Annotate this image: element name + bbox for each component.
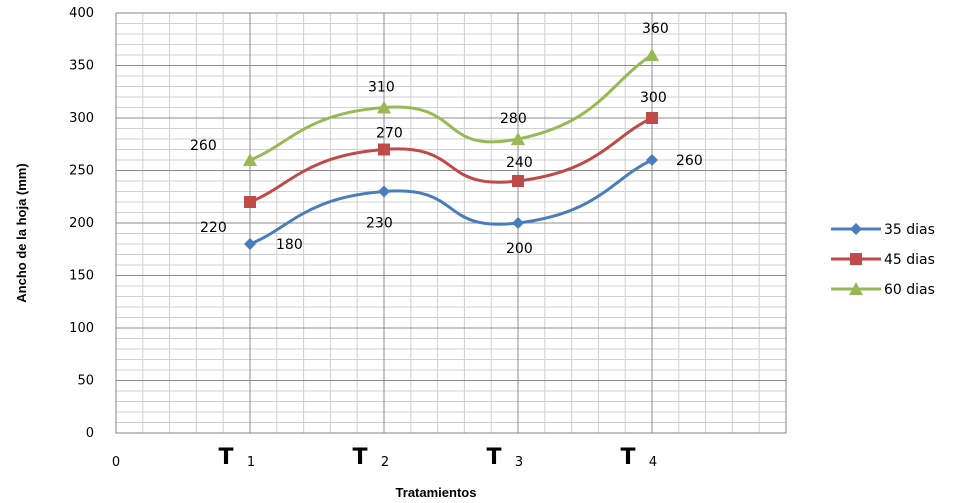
data-label: 180 (276, 237, 303, 253)
series-layer (243, 48, 659, 250)
data-point-marker (645, 48, 659, 61)
legend-label: 60 dias (884, 282, 935, 298)
y-tick-label: 300 (69, 111, 94, 126)
series-line (249, 116, 653, 204)
series-line (249, 158, 653, 246)
data-point-marker (511, 132, 525, 145)
y-axis-title: Ancho de la hoja (mm) (14, 163, 29, 302)
x-category-label: T (620, 445, 635, 470)
series-35-dias (244, 154, 658, 250)
data-label: 240 (506, 155, 533, 171)
legend-marker (850, 253, 862, 265)
x-category-sublabel: 1 (247, 455, 255, 470)
x-axis-title: Tratamientos (396, 485, 477, 500)
y-tick-label: 350 (69, 59, 94, 74)
data-label: 360 (642, 21, 669, 37)
data-point-marker (512, 217, 524, 229)
data-label: 260 (676, 153, 703, 169)
data-point-marker (244, 196, 256, 208)
x-category-sublabel: 3 (515, 455, 523, 470)
data-label: 220 (200, 220, 227, 236)
data-label: 310 (368, 80, 395, 96)
data-label: 230 (366, 216, 393, 232)
y-tick-label: 0 (86, 426, 94, 441)
x-origin-label: 0 (112, 455, 120, 470)
legend-item: 35 dias (831, 222, 935, 238)
legend-label: 35 dias (884, 222, 935, 238)
data-point-marker (243, 153, 257, 166)
y-tick-label: 50 (77, 374, 94, 389)
data-point-marker (244, 238, 256, 250)
data-labels-layer: 180 230 200 260 220 270 240 300 260 310 280 360 (190, 21, 703, 257)
data-point-marker (378, 143, 390, 156)
data-point-marker (378, 185, 390, 198)
y-tick-label: 200 (69, 216, 94, 231)
legend: 35 dias 45 dias 60 dias (831, 222, 935, 298)
data-point-marker (512, 175, 524, 187)
x-category-sublabel: 2 (381, 455, 389, 470)
data-label: 270 (376, 126, 403, 142)
data-label: 300 (640, 90, 667, 106)
x-category-label: T (352, 445, 367, 470)
y-tick-label: 100 (69, 321, 94, 336)
x-category-sublabel: 4 (649, 455, 657, 470)
y-tick-label: 250 (69, 164, 94, 179)
minor-gridlines (116, 13, 786, 433)
x-category-label: T (218, 445, 233, 470)
legend-item: 60 dias (831, 282, 935, 298)
data-point-marker (377, 100, 391, 114)
legend-marker (850, 223, 862, 235)
series-60-dias (243, 48, 659, 166)
legend-marker (849, 282, 863, 295)
data-label: 280 (500, 111, 527, 127)
series-line (249, 53, 653, 162)
data-label: 200 (506, 241, 533, 257)
legend-label: 45 dias (884, 252, 935, 268)
data-point-marker (646, 112, 658, 124)
y-tick-label: 400 (69, 6, 94, 21)
series-45-dias (244, 112, 658, 208)
plot-area-frame (115, 12, 787, 434)
legend-item: 45 dias (831, 252, 935, 268)
x-category-label: T (486, 445, 501, 470)
y-axis-tick-labels: 0 50 100 150 200 250 300 350 400 (69, 6, 94, 441)
data-label: 260 (190, 138, 217, 154)
data-point-marker (646, 154, 658, 166)
y-tick-label: 150 (69, 269, 94, 284)
